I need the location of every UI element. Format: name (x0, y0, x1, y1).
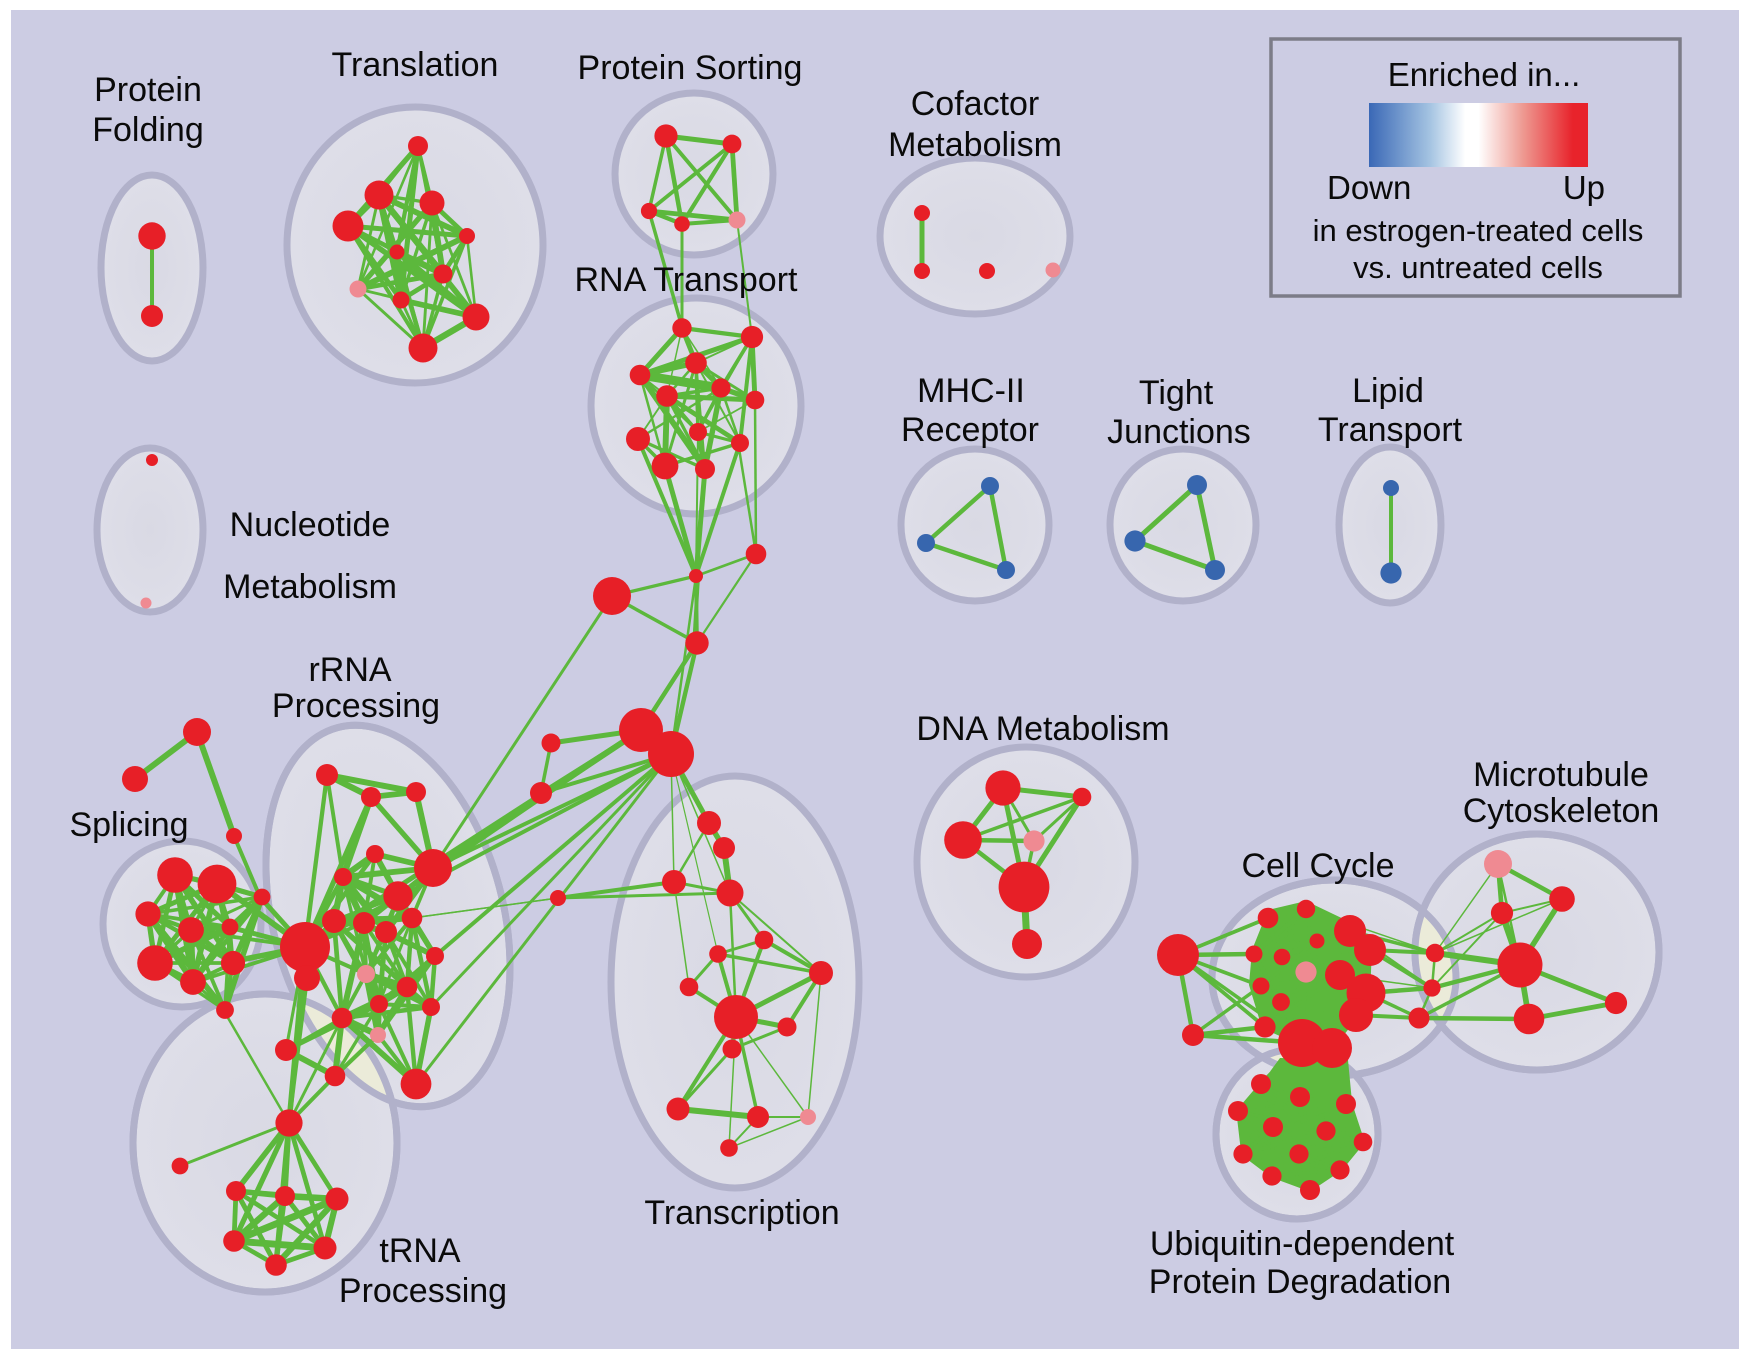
svg-text:Nucleotide: Nucleotide (230, 506, 391, 544)
svg-text:Down: Down (1327, 169, 1411, 206)
svg-text:Cytoskeleton: Cytoskeleton (1463, 792, 1660, 830)
svg-text:tRNA: tRNA (379, 1232, 461, 1270)
svg-text:Lipid: Lipid (1352, 372, 1424, 410)
svg-text:Metabolism: Metabolism (223, 568, 397, 606)
svg-text:Protein Sorting: Protein Sorting (578, 49, 803, 87)
svg-text:Translation: Translation (332, 46, 499, 84)
svg-text:Microtubule: Microtubule (1473, 756, 1649, 794)
svg-text:Metabolism: Metabolism (888, 126, 1062, 164)
svg-text:Ubiquitin-dependent: Ubiquitin-dependent (1150, 1225, 1455, 1263)
svg-text:Tight: Tight (1139, 374, 1214, 412)
svg-text:Splicing: Splicing (69, 806, 188, 844)
svg-text:Up: Up (1563, 169, 1605, 206)
svg-text:rRNA: rRNA (308, 651, 391, 689)
svg-text:in estrogen-treated cells: in estrogen-treated cells (1313, 213, 1644, 248)
svg-text:Cell Cycle: Cell Cycle (1241, 847, 1394, 885)
svg-text:DNA Metabolism: DNA Metabolism (916, 710, 1169, 748)
svg-text:Protein Degradation: Protein Degradation (1149, 1263, 1451, 1301)
svg-text:Transcription: Transcription (644, 1194, 839, 1232)
svg-text:Junctions: Junctions (1107, 413, 1251, 451)
svg-text:Receptor: Receptor (901, 411, 1039, 449)
svg-text:Enriched in...: Enriched in... (1388, 56, 1581, 93)
svg-text:Folding: Folding (92, 111, 204, 149)
svg-text:Protein: Protein (94, 71, 202, 109)
svg-text:vs. untreated cells: vs. untreated cells (1353, 250, 1603, 285)
svg-text:Processing: Processing (339, 1272, 507, 1310)
svg-text:Processing: Processing (272, 687, 440, 725)
svg-text:Transport: Transport (1318, 411, 1463, 449)
svg-text:Cofactor: Cofactor (911, 85, 1040, 123)
svg-text:MHC-II: MHC-II (917, 372, 1025, 410)
svg-text:RNA Transport: RNA Transport (575, 261, 799, 299)
